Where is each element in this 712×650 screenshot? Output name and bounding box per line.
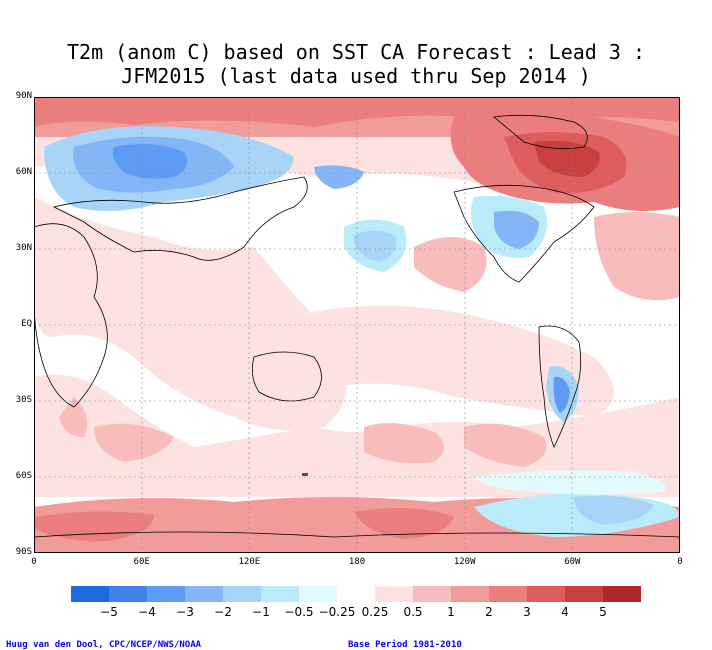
anom-fill	[294, 305, 614, 417]
lon-label: 60W	[564, 557, 581, 567]
coastlines	[34, 114, 680, 538]
lat-label: 30S	[15, 395, 32, 405]
colorbar-swatch	[603, 586, 641, 602]
lat-label: 90N	[15, 91, 32, 101]
lat-label: EQ	[21, 319, 32, 329]
colorbar-label: 0.25	[361, 605, 389, 619]
anom-fill	[314, 165, 364, 189]
anom-fill	[34, 197, 347, 431]
lat-label: 90S	[15, 547, 32, 557]
colorbar-label: 2	[485, 605, 493, 619]
colorbar-swatch	[261, 586, 299, 602]
anom-fill	[59, 397, 88, 437]
anom-spot	[302, 473, 308, 476]
colorbar-swatch	[147, 586, 185, 602]
colorbar-label: −4	[138, 605, 156, 619]
lon-label: 60E	[133, 557, 150, 567]
colorbar-label: 1	[447, 605, 455, 619]
colorbar-label: −0.25	[318, 605, 356, 619]
colorbar-label: −2	[214, 605, 232, 619]
anom-fill	[112, 143, 188, 179]
colorbar-swatch	[109, 586, 147, 602]
colorbar-swatch	[185, 586, 223, 602]
colorbar-swatch	[223, 586, 261, 602]
anom-fill	[34, 511, 154, 542]
colorbar-swatch	[489, 586, 527, 602]
anom-fill	[354, 508, 454, 539]
anom-fill	[574, 495, 654, 525]
colorbar-swatch	[337, 586, 375, 602]
lat-label: 30N	[15, 243, 32, 253]
lon-label: 120W	[453, 557, 476, 567]
lat-label: 60N	[15, 167, 32, 177]
anom-fill	[474, 470, 666, 495]
anom-fill	[553, 376, 570, 413]
colorbar-label: 0.5	[403, 605, 423, 619]
map-title-line2: JFM2015 (last data used thru Sep 2014 )	[121, 64, 591, 88]
colorbar-swatch	[71, 586, 109, 602]
colorbar-label: 5	[599, 605, 607, 619]
map-title-line1: T2m (anom C) based on SST CA Forecast : …	[67, 40, 645, 64]
colorbar-label: −0.5	[284, 605, 314, 619]
lon-label: 0	[677, 557, 683, 567]
map-frame	[34, 97, 680, 553]
colorbar-swatch	[451, 586, 489, 602]
colorbar-swatch	[375, 586, 413, 602]
colorbar-swatch	[565, 586, 603, 602]
anom-fill	[594, 212, 680, 301]
anom-fill	[494, 210, 539, 249]
colorbar-label: −1	[252, 605, 270, 619]
colorbar-swatch	[527, 586, 565, 602]
colorbar-label: −5	[100, 605, 118, 619]
lon-label: 120E	[238, 557, 261, 567]
anom-fill	[364, 423, 444, 464]
anom-fill	[414, 237, 487, 292]
colorbar-label: 3	[523, 605, 531, 619]
lon-label: 180	[348, 557, 366, 567]
anom-fill	[34, 374, 680, 497]
anom-fill	[534, 140, 600, 177]
anom-fill	[94, 423, 174, 462]
colorbar-swatch	[413, 586, 451, 602]
anom-fill	[464, 423, 547, 467]
colorbar-label: 4	[561, 605, 569, 619]
credit-base-period: Base Period 1981-2010	[348, 640, 462, 650]
graticule	[34, 97, 680, 553]
colorbar-label: −3	[176, 605, 194, 619]
credit-author: Huug van den Dool, CPC/NCEP/NWS/NOAA	[6, 640, 202, 650]
colorbar-swatch	[299, 586, 337, 602]
lon-label: 0	[31, 557, 37, 567]
anomaly-map	[34, 97, 680, 553]
anom-fill	[354, 230, 397, 262]
lat-label: 60S	[15, 471, 32, 481]
